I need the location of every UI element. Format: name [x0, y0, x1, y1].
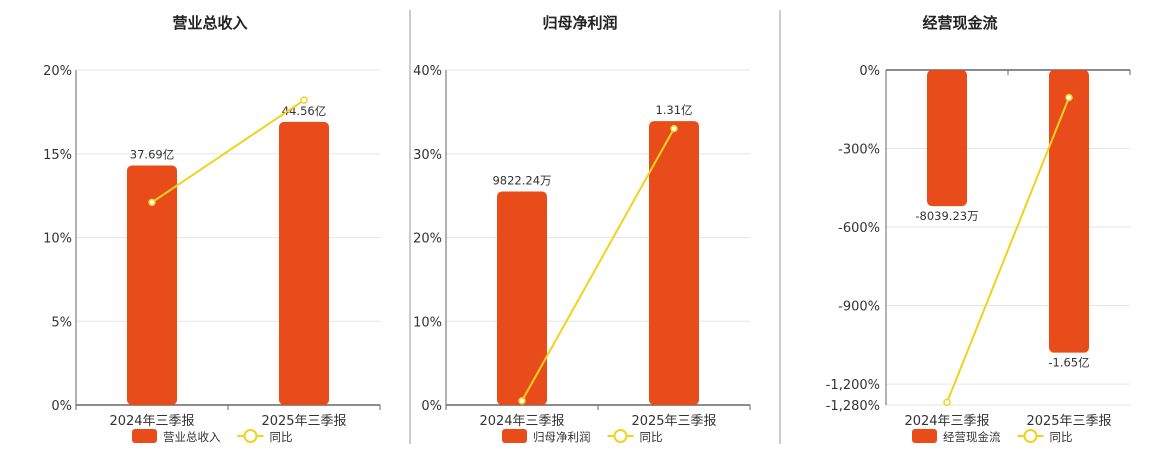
- yoy-line: [151, 99, 305, 204]
- y-tick-label: 40%: [413, 64, 442, 79]
- bar: [279, 121, 329, 406]
- y-tick-label: 0%: [51, 399, 72, 414]
- bar-data-label: 37.69亿: [130, 147, 174, 161]
- x-category-label: 2024年三季报: [109, 414, 194, 429]
- chart-title: 经营现金流: [922, 14, 997, 32]
- bar: [1049, 70, 1089, 353]
- legend-bar-label: 归母净利润: [533, 430, 591, 444]
- legend-line-marker: [243, 429, 258, 443]
- bar-data-label: 1.31亿: [655, 103, 692, 117]
- bar: [927, 70, 967, 207]
- legend-line-label: 同比: [640, 430, 663, 444]
- y-tick-label: 5%: [51, 315, 72, 330]
- y-tick-label: -1,280%: [826, 399, 880, 414]
- y-tick-label: 15%: [43, 148, 72, 163]
- bar-data-label: -1.65亿: [1048, 356, 1089, 370]
- x-category-label: 2025年三季报: [631, 414, 716, 429]
- x-category-label: 2024年三季报: [479, 414, 564, 429]
- x-category-label: 2024年三季报: [904, 414, 989, 429]
- x-category-label: 2025年三季报: [1026, 414, 1111, 429]
- y-tick-label: -1,200%: [826, 378, 880, 393]
- yoy-point: [670, 124, 678, 133]
- y-tick-label: -900%: [838, 300, 880, 315]
- y-tick-label: -300%: [838, 143, 880, 158]
- x-category-label: 2025年三季报: [261, 414, 346, 429]
- y-tick-label: 0%: [421, 399, 442, 414]
- bar-data-label: -8039.23万: [915, 209, 978, 223]
- yoy-line: [946, 97, 1070, 403]
- yoy-line: [521, 128, 675, 402]
- yoy-point: [1065, 93, 1073, 102]
- yoy-point: [300, 96, 308, 104]
- legend-line-marker: [1023, 429, 1038, 443]
- bar: [649, 121, 699, 406]
- legend-bar-swatch: [132, 429, 157, 443]
- legend-line-marker: [613, 429, 628, 443]
- y-tick-label: 0%: [859, 64, 880, 79]
- bar: [497, 191, 547, 405]
- legend-bar-swatch: [912, 429, 937, 443]
- yoy-point: [148, 198, 156, 207]
- y-tick-label: 20%: [43, 64, 72, 79]
- chart-title: 营业总收入: [172, 14, 247, 32]
- y-tick-label: 10%: [43, 232, 72, 247]
- bar-data-label: 9822.24万: [492, 173, 551, 187]
- legend-bar-swatch: [502, 429, 527, 443]
- yoy-point: [943, 398, 951, 407]
- y-tick-label: 30%: [413, 148, 442, 163]
- bar: [127, 165, 177, 405]
- y-tick-label: 10%: [413, 315, 442, 330]
- yoy-point: [518, 397, 526, 405]
- legend-line-label: 同比: [270, 430, 293, 444]
- chart-title: 归母净利润: [542, 14, 617, 32]
- y-tick-label: 20%: [413, 232, 442, 247]
- y-tick-label: -600%: [838, 221, 880, 236]
- legend-bar-label: 经营现金流: [943, 430, 1001, 444]
- legend-line-label: 同比: [1050, 430, 1073, 444]
- legend-bar-label: 营业总收入: [163, 430, 221, 444]
